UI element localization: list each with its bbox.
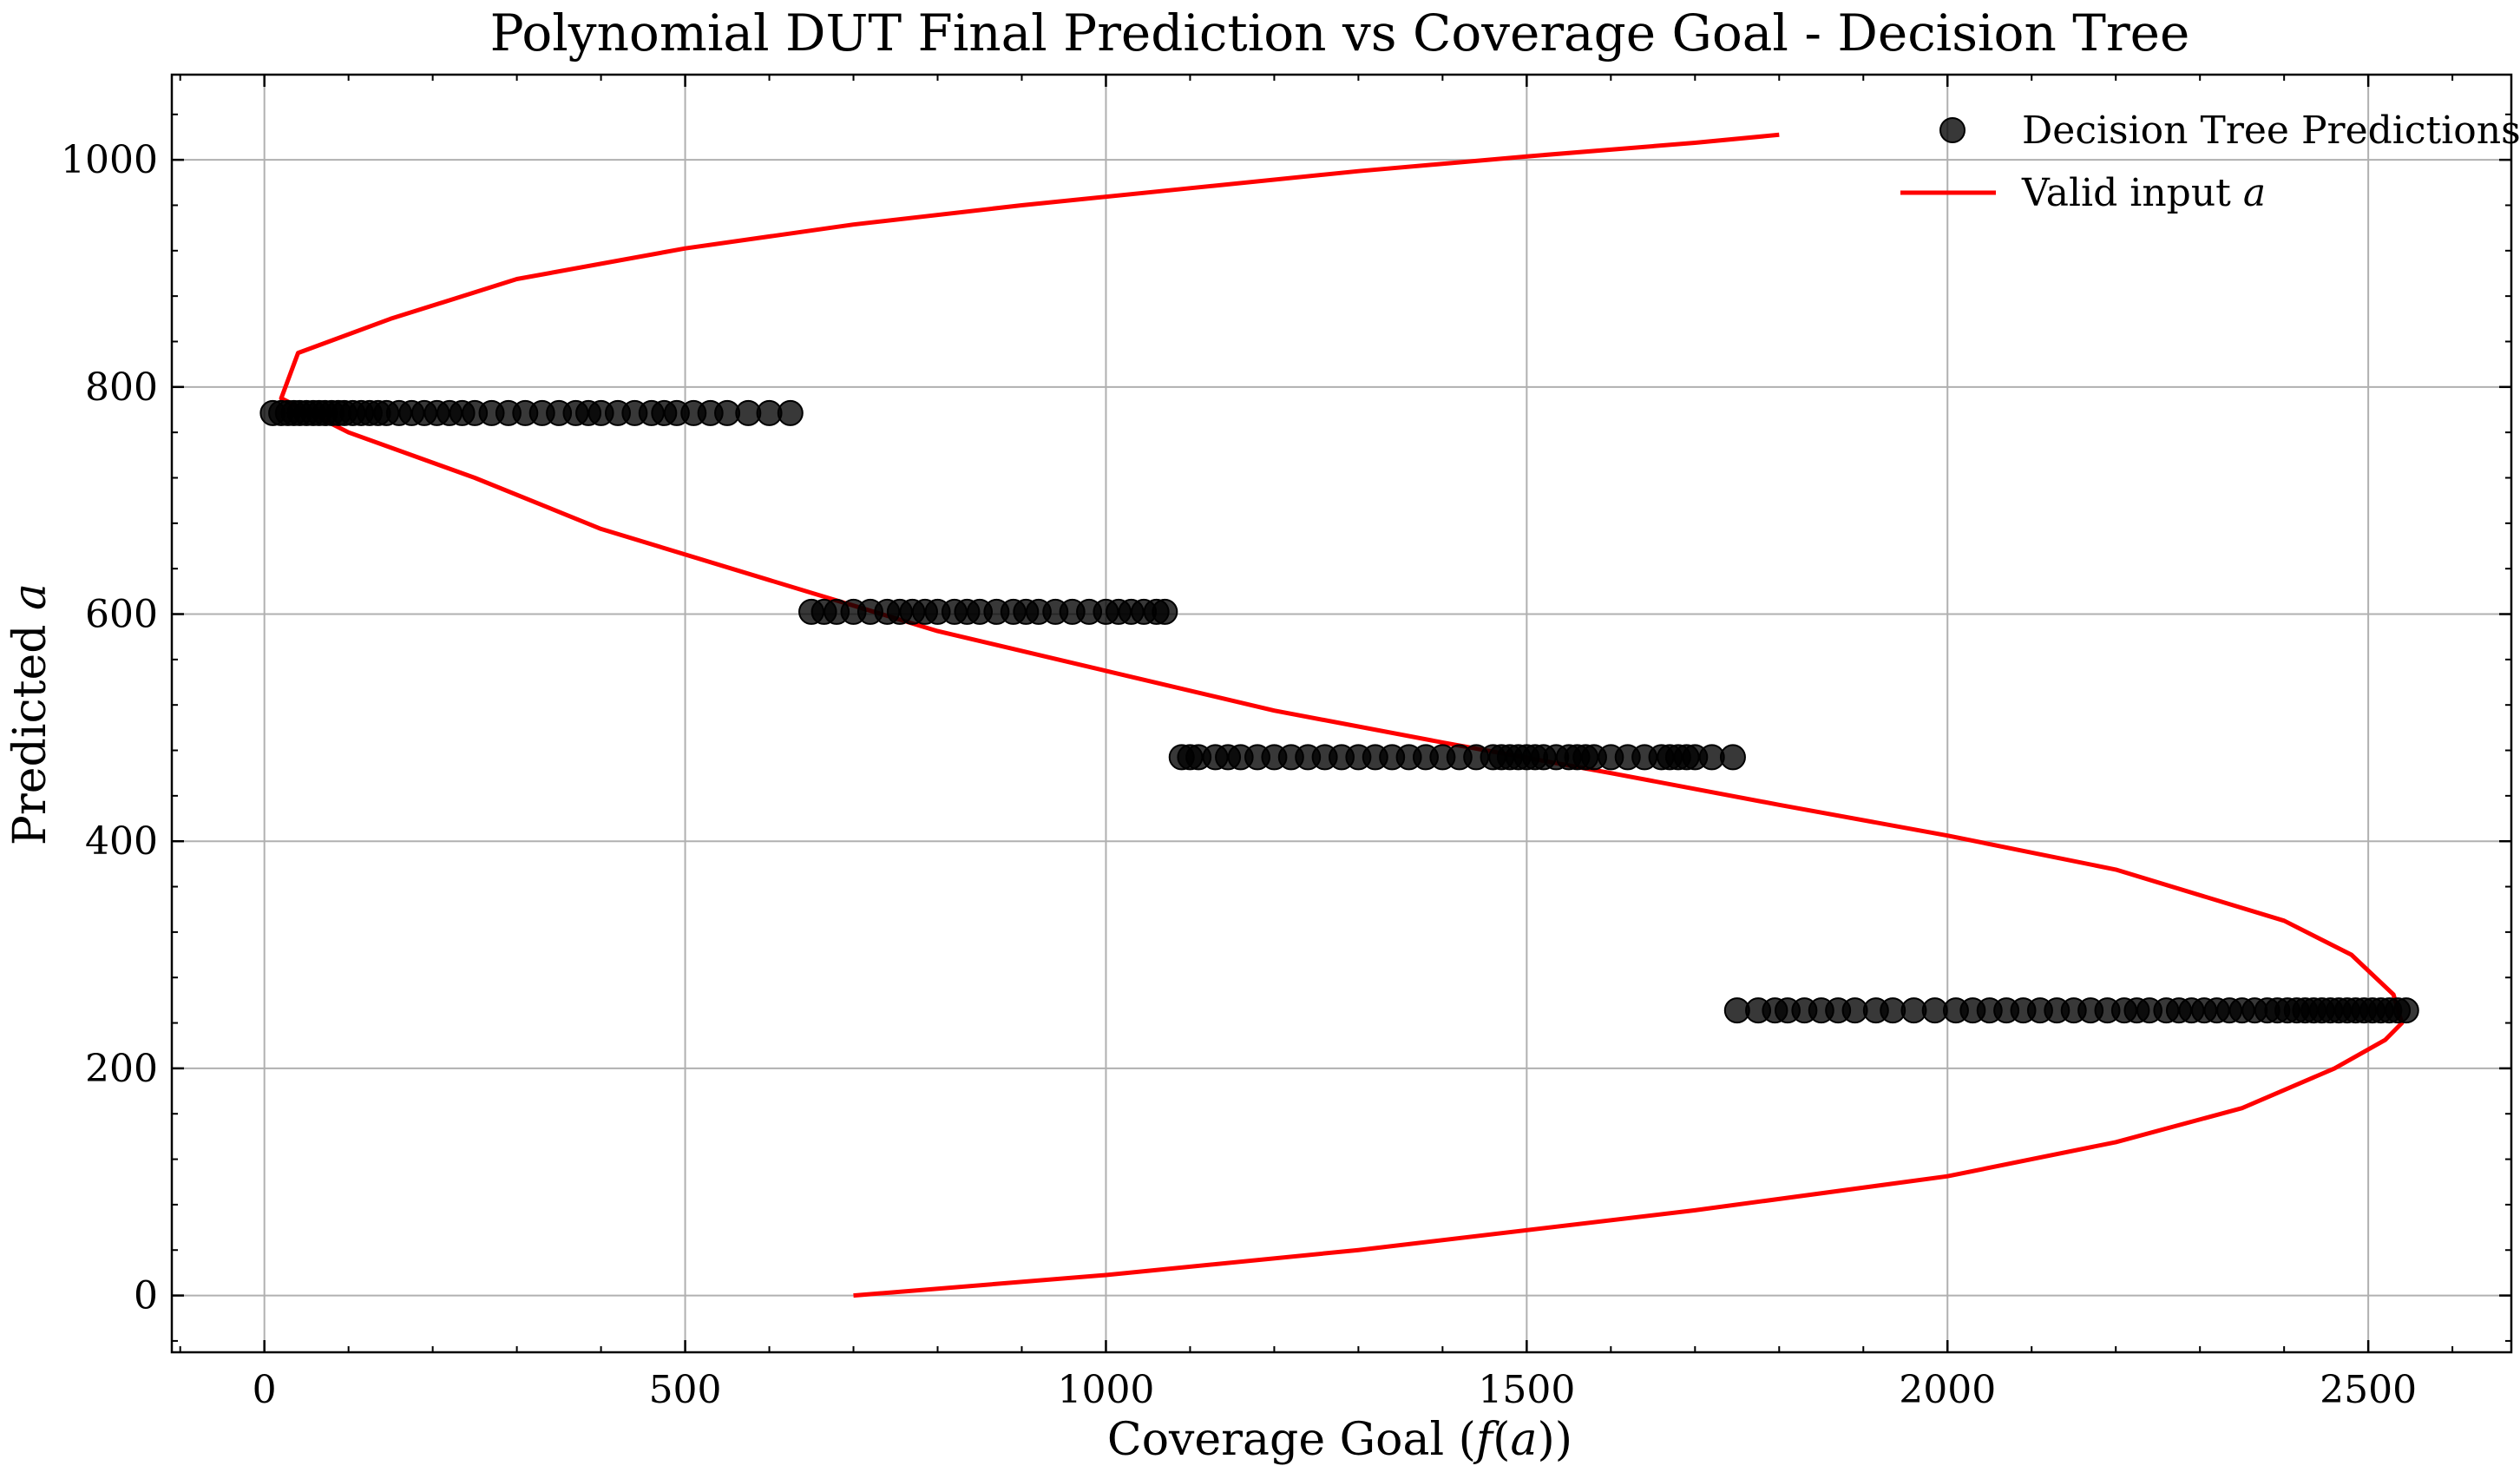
prediction-points: [259, 399, 2419, 1024]
grid-lines: [172, 75, 2511, 1352]
x-tick-label: 2500: [2320, 1368, 2417, 1412]
x-tick-label: 1000: [1057, 1368, 1154, 1412]
y-tick-label: 600: [85, 593, 158, 637]
y-tick-label: 800: [85, 365, 158, 410]
legend-marker-predictions: [1939, 117, 1965, 143]
y-axis-label: Predicted a: [4, 583, 56, 845]
x-tick-label: 2000: [1899, 1368, 1996, 1412]
legend-label-predictions: Decision Tree Predictions: [2022, 108, 2520, 153]
x-tick-label: 0: [253, 1368, 277, 1412]
y-tick-label: 1000: [61, 138, 158, 182]
y-tick-label: 400: [85, 819, 158, 864]
data-point: [1719, 744, 1746, 771]
data-point: [2392, 997, 2419, 1024]
x-axis-label: Coverage Goal (f(a)): [1107, 1414, 1572, 1466]
tick-marks: 0 500 1000 1500 2000 2500 0 200 400 600 800 1000: [61, 75, 2511, 1412]
valid-input-line: [279, 132, 2405, 1298]
legend: Decision Tree Predictions Valid input a: [1900, 108, 2520, 215]
y-tick-label: 0: [134, 1274, 158, 1318]
plot-frame: [170, 73, 2513, 1354]
legend-label-valid-input: Valid input a: [2021, 171, 2266, 215]
x-tick-label: 1500: [1478, 1368, 1575, 1412]
chart-title: Polynomial DUT Final Prediction vs Cover…: [490, 3, 2190, 62]
valid-input-series: [279, 132, 2405, 1298]
y-tick-label: 200: [85, 1047, 158, 1091]
data-point: [777, 399, 804, 426]
x-tick-label: 500: [649, 1368, 722, 1412]
data-point: [1152, 598, 1178, 625]
plot-axes: [170, 73, 2513, 1354]
